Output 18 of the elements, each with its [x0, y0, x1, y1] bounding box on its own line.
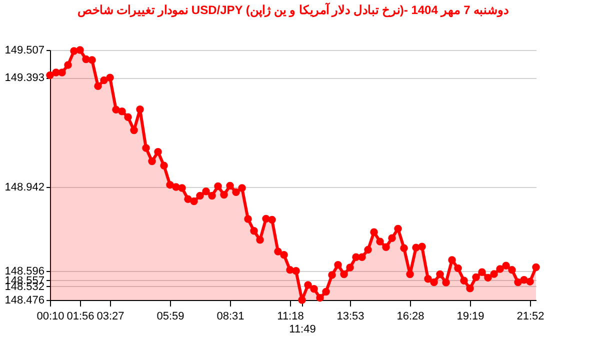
y-tick-label: 148.942: [4, 182, 44, 194]
x-tick-label: 01:56: [66, 310, 94, 322]
x-tick-label: 05:59: [156, 310, 184, 322]
y-tick-label: 148.596: [4, 265, 44, 278]
x-tick-label: 00:10: [36, 310, 64, 322]
x-tick-label: 13:53: [336, 310, 364, 322]
x-tick-label: 08:31: [216, 310, 244, 322]
x-tick-label: 21:52: [516, 310, 544, 322]
y-tick-label: 148.532: [4, 280, 44, 293]
chart-title: نمودار تغییرات شاخص USD/JPY (نرخ تبادل دلار آمریکا و ین ژاپن)- دوشنبه 7 مهر 1404: [77, 1, 509, 18]
x-tick-label: 11:18: [277, 310, 304, 322]
x-tick-label: 19:19: [456, 310, 484, 322]
y-tick-label: 149.393: [4, 72, 44, 84]
x-tick-label: 16:28: [396, 310, 424, 322]
x-tick-label: 11:49: [289, 324, 316, 336]
y-tick-label: 149.507: [4, 44, 44, 56]
x-tick-label: 03:27: [96, 310, 124, 322]
y-tick-label: 148.476: [4, 294, 44, 306]
